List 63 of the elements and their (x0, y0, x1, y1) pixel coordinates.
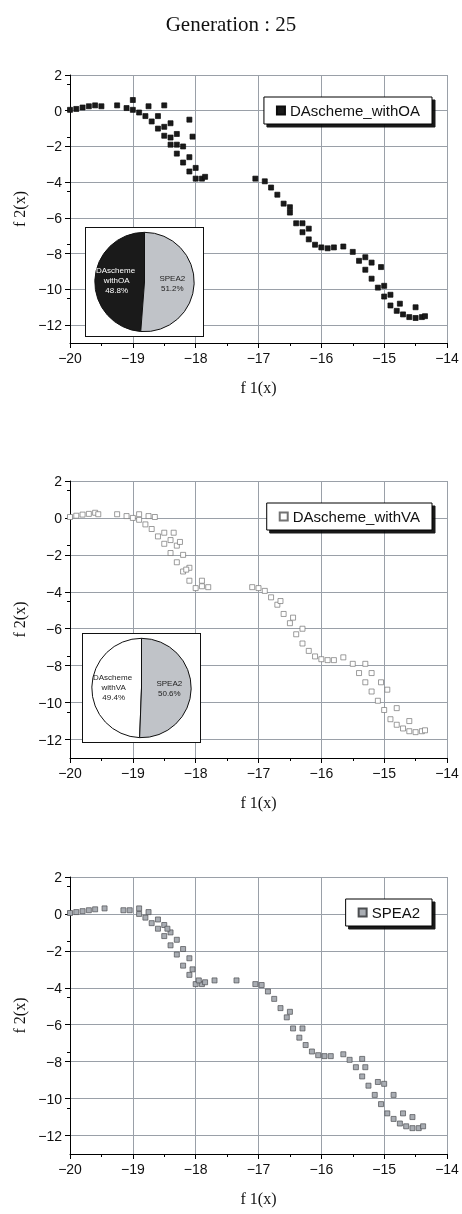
y-tick-label: −2 (46, 138, 63, 155)
legend-label: DAscheme_withOA (289, 102, 421, 119)
y-tick-label: 0 (54, 905, 63, 922)
data-label: 51.2% (160, 283, 184, 293)
x-tick-label: −18 (183, 765, 208, 781)
y-tick-label: −12 (38, 731, 63, 748)
x-tick-label: −18 (183, 1161, 208, 1177)
x-tick-label: −15 (372, 1161, 397, 1177)
x-tick-label: −18 (183, 350, 208, 366)
y-axis-title: f 2(x) (10, 601, 29, 638)
x-tick-label: −16 (309, 350, 334, 366)
y-tick-label: −4 (46, 979, 63, 996)
slice-label: SPEA2 (156, 679, 183, 689)
data-label: 48.8% (105, 286, 129, 296)
x-tick-label: −17 (246, 350, 271, 366)
y-tick-label: −6 (46, 209, 63, 226)
x-tick-label: −14 (435, 765, 460, 781)
x-axis-title: f 1(x) (240, 378, 277, 397)
x-tick-label: −14 (435, 1161, 460, 1177)
x-tick-label: −16 (309, 765, 334, 781)
y-tick-label: −4 (46, 174, 63, 191)
chart-title: Generation : 25 (165, 11, 297, 36)
y-tick-label: −8 (46, 245, 63, 262)
y-tick-label: −4 (46, 583, 63, 600)
y-tick-label: −10 (38, 1090, 63, 1107)
x-axis-title: f 1(x) (240, 793, 277, 812)
y-tick-label: 0 (54, 509, 63, 526)
slice-label: DAscheme withVA (92, 672, 135, 692)
legend-label: DAscheme_withVA (292, 508, 421, 525)
x-tick-label: −14 (435, 350, 460, 366)
y-tick-label: −6 (46, 620, 63, 637)
x-tick-label: −19 (120, 350, 145, 366)
y-tick-label: −12 (38, 1127, 63, 1144)
data-label: 50.6% (157, 689, 181, 699)
x-tick-label: −17 (246, 765, 271, 781)
y-tick-label: 2 (54, 473, 63, 489)
y-tick-label: −6 (46, 1016, 63, 1033)
x-tick-label: −19 (120, 1161, 145, 1177)
x-tick-label: −16 (309, 1161, 334, 1177)
slice-label: SPEA2 (159, 273, 186, 283)
y-axis-title: f 2(x) (10, 997, 29, 1034)
x-tick-label: −20 (58, 765, 83, 781)
slice-label: DAscheme withOA (96, 266, 138, 286)
data-label: 49.4% (102, 692, 126, 702)
x-tick-label: −15 (372, 765, 397, 781)
y-tick-label: 2 (54, 869, 63, 885)
x-tick-label: −20 (58, 1161, 83, 1177)
legend-label: SPEA2 (371, 904, 421, 921)
y-tick-label: −10 (38, 694, 63, 711)
y-tick-label: −12 (38, 317, 63, 334)
y-axis-title: f 2(x) (10, 191, 29, 227)
x-tick-label: −15 (372, 350, 397, 366)
x-axis-title: f 1(x) (240, 1189, 277, 1208)
x-tick-label: −20 (58, 350, 83, 366)
y-tick-label: −2 (46, 546, 63, 563)
y-tick-label: 2 (54, 67, 63, 83)
x-tick-label: −19 (120, 765, 145, 781)
y-tick-label: 0 (54, 102, 63, 119)
y-tick-label: −8 (46, 657, 63, 674)
x-tick-label: −17 (246, 1161, 271, 1177)
y-tick-label: −8 (46, 1053, 63, 1070)
y-tick-label: −10 (38, 281, 63, 298)
y-tick-label: −2 (46, 942, 63, 959)
